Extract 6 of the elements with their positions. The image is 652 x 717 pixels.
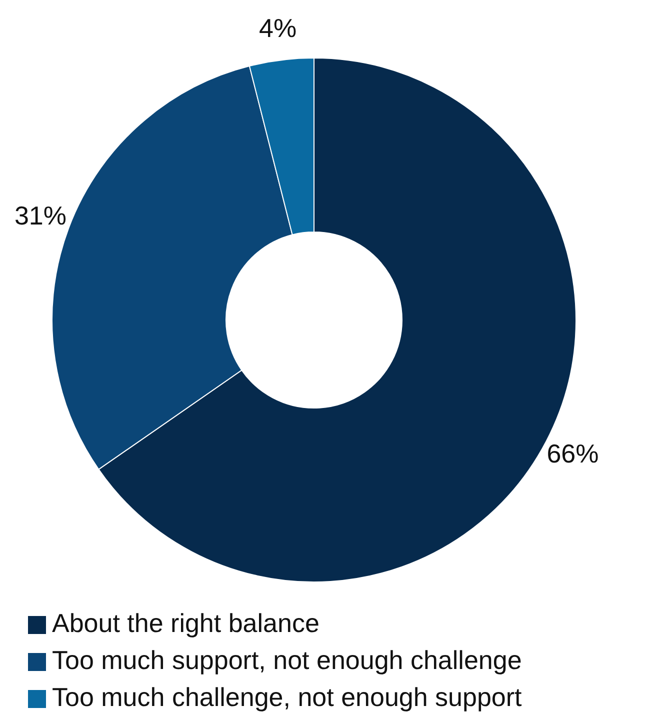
legend-label: Too much challenge, not enough support [52,682,523,712]
data-label: 4% [258,13,297,44]
legend-label: About the right balance [52,608,320,638]
legend-label: Too much support, not enough challenge [52,644,522,675]
data-label: 66% [546,438,599,468]
data-label: 31% [14,200,67,231]
